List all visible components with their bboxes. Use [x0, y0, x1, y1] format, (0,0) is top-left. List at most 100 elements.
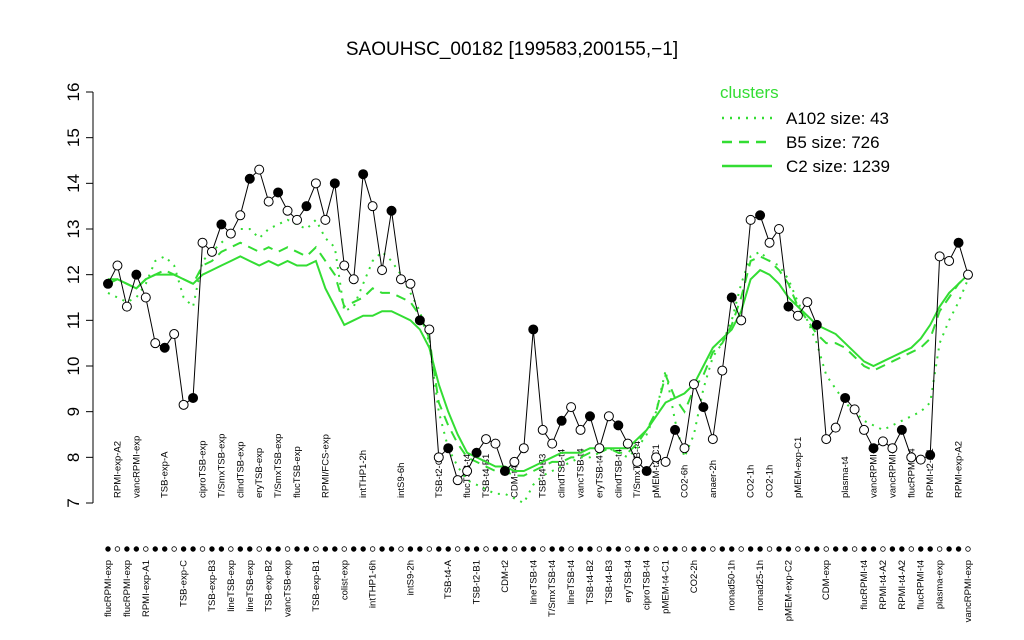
data-point	[698, 402, 709, 413]
x-tick-label: intS9-2h	[405, 560, 416, 595]
x-tick-label: RPMI/FCS-exp	[320, 434, 331, 498]
category-dot	[851, 546, 858, 552]
category-dot	[265, 546, 272, 552]
category-dot	[955, 546, 962, 552]
x-tick-label: nonad50-1h	[727, 560, 738, 611]
data-point	[887, 443, 898, 454]
category-dot	[454, 546, 461, 552]
category-dot	[625, 546, 631, 552]
data-point	[632, 456, 643, 467]
x-tick-label: clindTSB-t4	[557, 449, 568, 498]
x-tick-label: RPMI-exp-A2	[954, 441, 965, 498]
category-dot	[133, 546, 140, 552]
y-tick-label: 11	[64, 312, 83, 330]
x-tick-label: TSB-t4-B3	[538, 454, 549, 498]
data-point	[547, 438, 558, 449]
category-dot	[814, 546, 820, 552]
data-point	[670, 424, 681, 435]
data-point	[518, 443, 529, 454]
category-dot	[691, 546, 697, 552]
x-tick-label: RPMI-exp-A2	[112, 441, 123, 498]
data-point	[140, 292, 151, 303]
category-dot	[634, 546, 640, 552]
category-dot	[615, 546, 622, 552]
x-tick-label: intTHP1-6h	[368, 560, 379, 608]
data-point	[953, 237, 964, 248]
data-point	[528, 324, 539, 335]
category-dot	[719, 546, 725, 552]
category-dot	[105, 546, 111, 552]
x-tick-label: ciproTSB-t4	[642, 560, 653, 610]
category-dot	[322, 546, 329, 552]
category-dot	[899, 546, 905, 552]
x-tick-label: TSB-t4-B3	[604, 560, 615, 604]
x-tick-label: plasma-exp	[935, 560, 946, 609]
x-tick-label: T/SmxTSB-t4	[632, 441, 643, 498]
data-point	[603, 411, 614, 422]
data-point	[112, 260, 123, 271]
category-dot	[256, 546, 262, 552]
data-point	[481, 434, 492, 445]
category-dot	[927, 546, 933, 552]
data-point	[802, 297, 813, 308]
y-tick-label: 12	[64, 265, 83, 284]
category-dot	[662, 546, 669, 552]
data-point	[821, 434, 832, 445]
category-dot	[672, 546, 678, 552]
data-point	[292, 214, 303, 225]
category-dot	[502, 546, 508, 552]
category-dot	[681, 546, 688, 552]
data-point	[471, 447, 482, 458]
data-point	[490, 438, 501, 449]
category-dot	[445, 546, 451, 552]
data-point	[462, 466, 473, 477]
x-tick-label: vancTSB-exp	[283, 560, 294, 617]
category-dot	[162, 546, 168, 552]
category-dot	[729, 546, 735, 552]
data-point	[613, 420, 624, 431]
category-dot	[247, 546, 253, 552]
category-dot	[596, 546, 603, 552]
category-dot	[284, 546, 291, 552]
data-point	[225, 228, 236, 239]
category-dot	[908, 546, 914, 552]
category-dot	[521, 546, 527, 552]
category-dot	[653, 546, 659, 552]
data-point	[386, 205, 397, 216]
data-point	[566, 402, 577, 413]
data-point	[254, 164, 265, 175]
category-dot	[294, 546, 300, 552]
x-tick-label: TSB-exp-B3	[207, 560, 218, 612]
data-point	[811, 319, 822, 330]
x-tick-label: RPMI-t4-A2	[878, 560, 889, 610]
x-tick-label: TSB-exp-C	[179, 560, 190, 607]
data-point	[840, 392, 851, 403]
category-dot	[313, 546, 319, 552]
category-dot	[209, 546, 215, 552]
data-point	[726, 292, 737, 303]
x-tick-label: CDM-t4	[509, 465, 520, 498]
category-dot	[889, 546, 896, 552]
data-point	[915, 454, 926, 465]
x-tick-label: vancRPMI-t4	[868, 443, 879, 498]
data-point	[717, 365, 728, 376]
x-tick-label: pMEM-t4-C1	[661, 560, 672, 614]
data-point	[405, 278, 416, 289]
x-tick-label: anaer-2h	[708, 460, 719, 498]
data-point	[830, 422, 841, 433]
category-dot	[776, 546, 782, 552]
x-tick-label: flucRPMI-t4	[906, 448, 917, 498]
category-dot	[795, 546, 801, 552]
x-tick-label: nonad25-1h	[755, 560, 766, 611]
x-tick-label: intTHP1-2h	[358, 450, 369, 498]
data-point	[339, 260, 350, 271]
x-tick-label: TSB-t4-B1	[481, 454, 492, 498]
category-dot	[861, 546, 867, 552]
category-dot	[171, 546, 177, 552]
y-tick-label: 7	[64, 498, 83, 507]
legend-label: C2 size: 1239	[786, 157, 890, 176]
category-dot	[842, 546, 848, 552]
data-point	[310, 178, 321, 189]
category-dot	[832, 546, 839, 552]
